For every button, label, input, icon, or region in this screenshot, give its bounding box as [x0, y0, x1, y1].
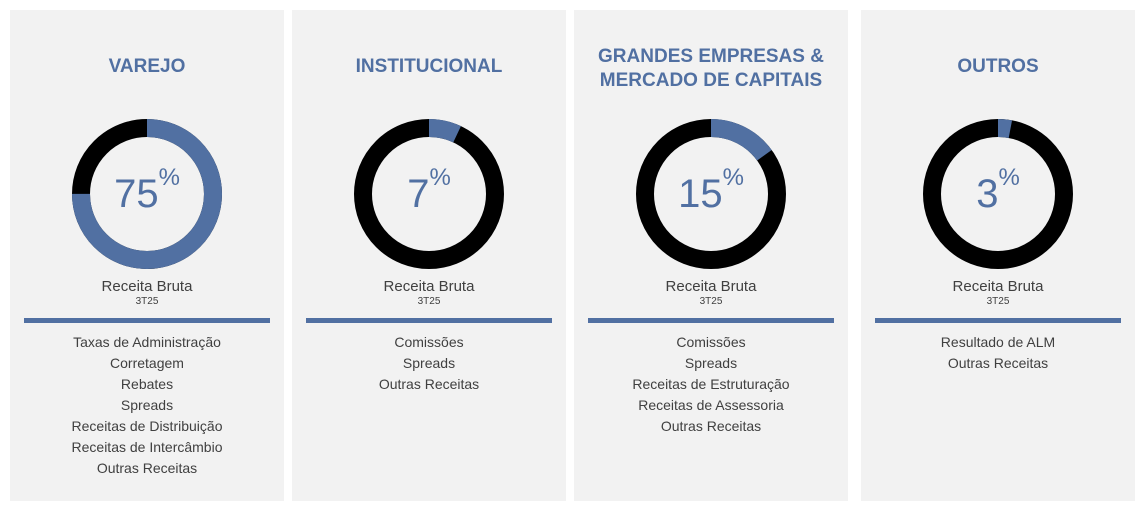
- segment-title-line: MERCADO DE CAPITAIS: [599, 70, 823, 91]
- donut-segment: [72, 119, 222, 269]
- revenue-item: Outras Receitas: [96, 460, 198, 476]
- revenue-item: Spreads: [684, 355, 738, 371]
- revenue-item: Receitas de Distribuição: [71, 418, 223, 434]
- percent-value: 15: [678, 172, 723, 216]
- percent-label: 7%: [349, 114, 509, 274]
- percent-label: 75%: [67, 114, 227, 274]
- donut-segment: [923, 119, 1073, 269]
- metric-label: Receita Bruta: [383, 278, 475, 295]
- divider: [875, 318, 1121, 323]
- metric-label: Receita Bruta: [101, 278, 193, 295]
- percent-value: 7: [407, 172, 430, 216]
- period-label: 3T25: [699, 296, 723, 307]
- revenue-item: Resultado de ALM: [940, 334, 1056, 350]
- segment-title-line: VAREJO: [108, 56, 186, 77]
- donut-segment: [354, 119, 504, 269]
- segment-title: INSTITUCIONAL: [292, 55, 566, 79]
- segment-title-line: GRANDES EMPRESAS &: [598, 46, 824, 67]
- period-label: 3T25: [986, 296, 1010, 307]
- percent-value: 3: [976, 172, 999, 216]
- donut-svg: [923, 119, 1073, 269]
- metric-label: Receita Bruta: [952, 278, 1044, 295]
- segment-panel-varejo: VAREJO 75% Receita Bruta 3T25 Taxas de A…: [10, 10, 284, 501]
- donut-chart: 7%: [349, 114, 509, 274]
- donut-segment: [636, 119, 786, 269]
- revenue-items-list: Comissões Spreads Outras Receitas: [292, 332, 566, 395]
- divider: [24, 318, 270, 323]
- revenue-item: Spreads: [402, 355, 456, 371]
- donut-chart: 3%: [918, 114, 1078, 274]
- metric-label: Receita Bruta: [665, 278, 757, 295]
- segment-title-line: OUTROS: [957, 56, 1039, 77]
- donut-svg: [72, 119, 222, 269]
- donut-svg: [354, 119, 504, 269]
- segment-title: OUTROS: [861, 55, 1135, 79]
- revenue-item: Receitas de Assessoria: [638, 397, 784, 413]
- revenue-item: Receitas de Intercâmbio: [71, 439, 223, 455]
- donut-chart: 75%: [67, 114, 227, 274]
- segment-panel-institucional: INSTITUCIONAL 7% Receita Bruta 3T25 Comi…: [292, 10, 566, 501]
- revenue-item: Spreads: [120, 397, 174, 413]
- percent-label: 15%: [631, 114, 791, 274]
- percent-label: 3%: [918, 114, 1078, 274]
- segment-panel-grandes-empresas: GRANDES EMPRESAS & MERCADO DE CAPITAIS 1…: [574, 10, 848, 501]
- revenue-item: Outras Receitas: [947, 355, 1049, 371]
- revenue-item: Corretagem: [110, 355, 184, 371]
- percent-unit: %: [998, 164, 1020, 191]
- segment-title: VAREJO: [10, 55, 284, 79]
- divider: [306, 318, 552, 323]
- revenue-item: Outras Receitas: [378, 376, 480, 392]
- segment-title: GRANDES EMPRESAS & MERCADO DE CAPITAIS: [574, 45, 848, 93]
- donut-svg: [636, 119, 786, 269]
- revenue-items-list: Comissões Spreads Receitas de Estruturação…: [574, 332, 848, 437]
- percent-unit: %: [429, 164, 451, 191]
- revenue-item: Rebates: [120, 376, 174, 392]
- segment-title-line: INSTITUCIONAL: [355, 56, 503, 77]
- period-label: 3T25: [135, 296, 159, 307]
- revenue-item: Comissões: [676, 334, 746, 350]
- segment-panel-outros: OUTROS 3% Receita Bruta 3T25 Resultado d…: [861, 10, 1135, 501]
- revenue-item: Taxas de Administração: [73, 334, 221, 350]
- revenue-item: Receitas de Estruturação: [632, 376, 790, 392]
- revenue-items-list: Resultado de ALM Outras Receitas: [861, 332, 1135, 374]
- percent-value: 75: [114, 172, 159, 216]
- divider: [588, 318, 834, 323]
- donut-chart: 15%: [631, 114, 791, 274]
- revenue-item: Outras Receitas: [660, 418, 762, 434]
- revenue-items-list: Taxas de Administração Corretagem Rebates S…: [10, 332, 284, 479]
- period-label: 3T25: [417, 296, 441, 307]
- percent-unit: %: [722, 164, 744, 191]
- revenue-item: Comissões: [394, 334, 464, 350]
- percent-unit: %: [158, 164, 180, 191]
